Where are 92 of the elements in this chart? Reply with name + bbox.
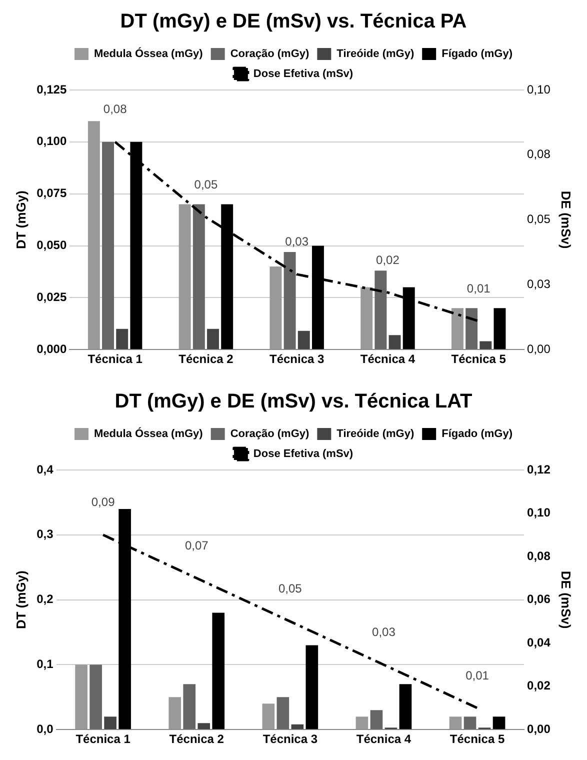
legend-label: Coração (mGy) bbox=[230, 428, 310, 440]
legend-label: Coração (mGy) bbox=[230, 48, 310, 60]
chart-title: DT (mGy) e DE (mSv) vs. Técnica LAT bbox=[114, 390, 472, 413]
x-tick-label: Técnica 2 bbox=[178, 352, 234, 366]
x-tick-label: Técnica 3 bbox=[269, 352, 325, 366]
data-label: 0,05 bbox=[278, 582, 302, 596]
y2-axis-title: DE (mSv) bbox=[558, 570, 574, 629]
bar bbox=[212, 612, 225, 730]
bar bbox=[75, 664, 88, 730]
bar bbox=[306, 645, 318, 730]
bar bbox=[388, 335, 401, 350]
y-tick-label: 0,125 bbox=[36, 82, 67, 96]
legend-label: Tireóide (mGy) bbox=[336, 48, 414, 60]
data-label: 0,03 bbox=[372, 625, 396, 640]
bar bbox=[207, 328, 219, 350]
legend-label: Tireóide (mGy) bbox=[336, 428, 414, 440]
legend-label: Fígado (mGy) bbox=[442, 428, 513, 440]
y2-tick-label: 0,00 bbox=[527, 342, 551, 356]
bar bbox=[270, 266, 282, 350]
y-tick-label: 0,075 bbox=[36, 186, 67, 200]
y-tick-label: 0,100 bbox=[36, 134, 67, 148]
data-label: 0,09 bbox=[91, 495, 116, 510]
y-tick-label: 0,4 bbox=[36, 462, 54, 476]
data-label: 0,07 bbox=[184, 538, 209, 552]
legend-label: Dose Efetiva (mSv) bbox=[253, 448, 354, 460]
bar bbox=[480, 341, 492, 350]
bar bbox=[183, 684, 196, 730]
y2-tick-label: 0,10 bbox=[527, 82, 551, 96]
bar bbox=[102, 142, 114, 350]
y2-tick-label: 0,00 bbox=[527, 722, 551, 736]
bar bbox=[451, 308, 464, 350]
bar bbox=[466, 308, 478, 350]
data-label: 0,08 bbox=[103, 102, 128, 116]
data-label: 0,03 bbox=[285, 234, 309, 249]
bar bbox=[494, 308, 506, 350]
y-tick-label: 0,025 bbox=[36, 290, 67, 304]
bar bbox=[374, 270, 387, 350]
legend-label: Medula Óssea (mGy) bbox=[94, 47, 204, 60]
data-label: 0,01 bbox=[466, 281, 491, 296]
legend-label: Dose Efetiva (mSv) bbox=[253, 68, 354, 80]
y-tick-label: 0,1 bbox=[36, 657, 54, 672]
bar bbox=[464, 716, 476, 730]
bar bbox=[262, 704, 275, 730]
bar bbox=[360, 287, 373, 350]
chart-title: DT (mGy) e DE (mSv) vs. Técnica PA bbox=[120, 10, 467, 33]
bar bbox=[192, 204, 205, 350]
y2-axis-title: DE (mSv) bbox=[558, 190, 574, 249]
legend-label: Medula Óssea (mGy) bbox=[94, 427, 204, 440]
bar bbox=[116, 328, 128, 350]
bar bbox=[291, 724, 304, 730]
data-label: 0,05 bbox=[194, 178, 218, 192]
bar bbox=[356, 716, 368, 730]
y-tick-label: 0,3 bbox=[36, 527, 54, 542]
y2-tick-label: 0,12 bbox=[527, 462, 551, 476]
y2-tick-label: 0,04 bbox=[527, 635, 551, 650]
bar bbox=[284, 252, 296, 350]
y2-tick-label: 0,02 bbox=[527, 678, 551, 693]
bar bbox=[168, 697, 182, 730]
data-label: 0,01 bbox=[466, 668, 490, 682]
x-tick-label: Técnica 4 bbox=[356, 732, 412, 746]
y-tick-label: 0,050 bbox=[36, 238, 67, 252]
bar bbox=[104, 716, 116, 730]
bar bbox=[298, 330, 310, 350]
x-tick-label: Técnica 3 bbox=[262, 732, 318, 746]
x-tick-label: Técnica 1 bbox=[76, 732, 131, 746]
y-axis-title: DT (mGy) bbox=[13, 190, 28, 250]
y2-tick-label: 0,03 bbox=[527, 277, 551, 292]
y2-tick-label: 0,05 bbox=[527, 212, 551, 226]
y-tick-label: 0,2 bbox=[36, 592, 54, 606]
bar bbox=[492, 716, 506, 730]
bar bbox=[198, 723, 210, 730]
data-label: 0,02 bbox=[376, 252, 400, 267]
x-tick-label: Técnica 4 bbox=[360, 352, 416, 366]
bar bbox=[370, 710, 383, 730]
bar bbox=[449, 716, 462, 730]
bar bbox=[276, 697, 290, 730]
y-tick-label: 0,000 bbox=[36, 342, 67, 356]
x-tick-label: Técnica 5 bbox=[450, 732, 505, 746]
y2-tick-label: 0,10 bbox=[527, 506, 551, 520]
x-tick-label: Técnica 2 bbox=[169, 732, 224, 746]
y2-tick-label: 0,08 bbox=[527, 548, 551, 563]
y-axis-title: DT (mGy) bbox=[13, 570, 28, 630]
x-tick-label: Técnica 1 bbox=[88, 352, 143, 366]
bar bbox=[90, 664, 102, 730]
y2-tick-label: 0,08 bbox=[527, 147, 551, 162]
y2-tick-label: 0,06 bbox=[527, 592, 551, 606]
bar bbox=[178, 204, 191, 350]
bar bbox=[88, 121, 100, 350]
legend-label: Fígado (mGy) bbox=[442, 48, 513, 60]
y-tick-label: 0,0 bbox=[36, 722, 54, 736]
x-tick-label: Técnica 5 bbox=[451, 352, 506, 366]
bar bbox=[399, 684, 412, 730]
